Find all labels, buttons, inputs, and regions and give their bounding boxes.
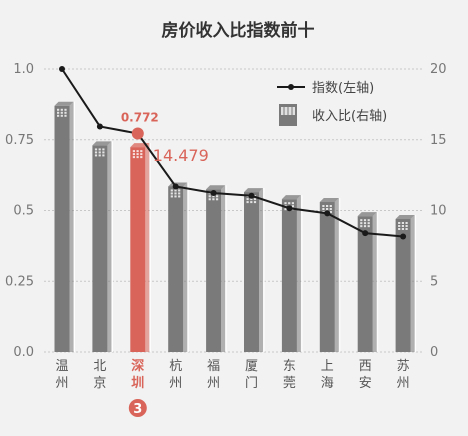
bar xyxy=(319,198,341,352)
svg-text:3: 3 xyxy=(133,402,142,417)
rank-badge: 3 xyxy=(128,399,147,417)
left-tick-label: 0.75 xyxy=(5,133,34,148)
category-label: 温州 xyxy=(55,359,68,391)
right-tick-label: 10 xyxy=(430,204,447,219)
building-icon xyxy=(279,104,297,126)
index-point xyxy=(131,127,144,140)
left-tick-label: 1.0 xyxy=(13,62,34,77)
category-label: 杭州 xyxy=(169,359,182,391)
legend-line-marker xyxy=(288,84,294,90)
right-tick-label: 20 xyxy=(430,62,447,77)
category-label: 深圳 xyxy=(131,358,144,391)
line-layer: 0.772 14.479 xyxy=(59,66,407,240)
bar xyxy=(395,214,417,352)
category-label: 东莞 xyxy=(283,359,296,391)
bar xyxy=(168,182,189,352)
bar xyxy=(54,101,75,352)
bar xyxy=(92,141,113,352)
bar xyxy=(244,188,265,352)
legend-bar-label: 收入比(右轴) xyxy=(312,109,387,124)
category-label: 上海 xyxy=(321,359,334,391)
index-point xyxy=(96,123,103,130)
right-tick-label: 15 xyxy=(430,133,447,148)
grid-layer xyxy=(44,68,422,353)
chart-title: 房价收入比指数前十 xyxy=(162,20,315,41)
right-tick-label: 5 xyxy=(430,274,438,289)
left-tick-label: 0.5 xyxy=(13,204,34,219)
index-point xyxy=(400,233,407,240)
category-label: 北京 xyxy=(93,359,106,391)
axis-layer: 0.0 0 0.25 5 0.5 10 0.75 15 1.0 20 温州北京深圳杭州福州厦门东莞上… xyxy=(5,62,447,417)
highlight-index-label: 0.772 xyxy=(121,111,159,125)
index-point xyxy=(248,192,255,199)
legend: 指数(左轴) 收入比(右轴) xyxy=(277,81,387,126)
category-label: 苏州 xyxy=(397,358,410,391)
index-point xyxy=(362,230,369,237)
legend-line-label: 指数(左轴) xyxy=(312,81,374,96)
index-point xyxy=(59,66,65,72)
index-line xyxy=(61,68,404,238)
category-label: 福州 xyxy=(207,359,220,391)
index-point xyxy=(210,189,217,196)
left-tick-label: 0.25 xyxy=(5,274,34,289)
bar xyxy=(281,195,303,352)
category-label: 西安 xyxy=(359,359,372,391)
index-point xyxy=(324,210,331,217)
index-point xyxy=(286,205,293,212)
bars-layer xyxy=(54,101,417,352)
right-tick-label: 0 xyxy=(430,345,438,360)
index-point xyxy=(172,183,179,190)
left-tick-label: 0.0 xyxy=(13,345,34,360)
bar xyxy=(206,185,227,352)
category-label: 厦门 xyxy=(245,359,258,391)
bar xyxy=(357,212,379,352)
highlight-ratio-label: 14.479 xyxy=(153,146,209,165)
bar xyxy=(130,143,151,352)
